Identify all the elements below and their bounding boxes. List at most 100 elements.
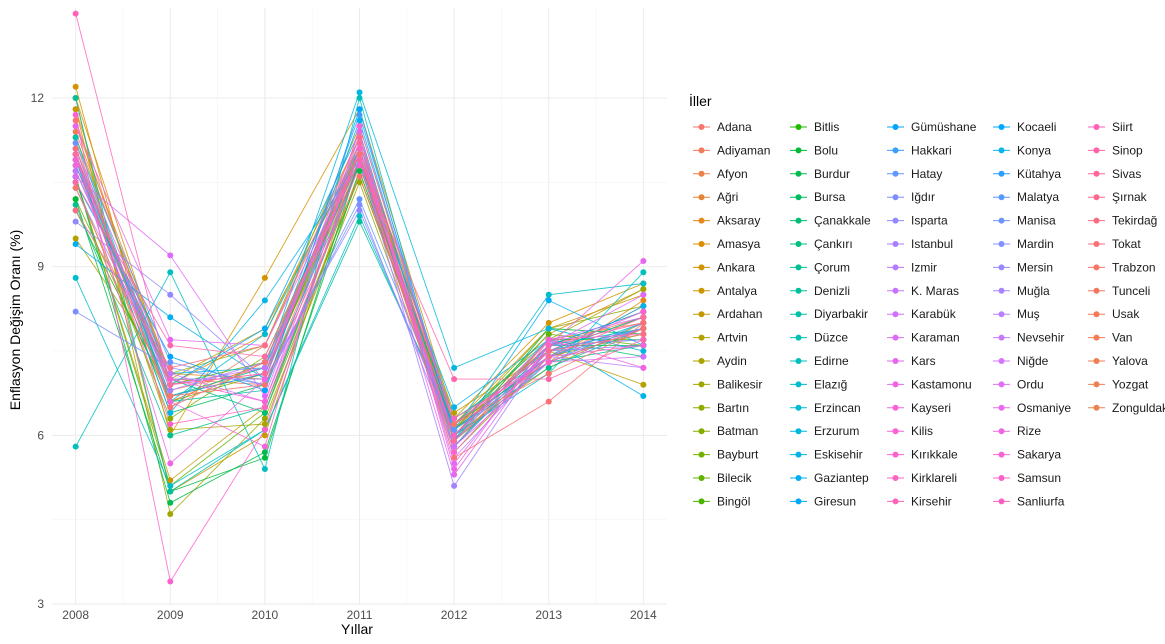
legend-item: Bolu xyxy=(790,143,838,157)
legend-key-point xyxy=(1093,334,1100,341)
legend-key-point xyxy=(795,264,802,271)
data-point xyxy=(640,325,647,332)
legend-key-point xyxy=(998,194,1005,201)
legend-key-point xyxy=(892,170,899,177)
data-point xyxy=(356,139,363,146)
legend-item: Sakarya xyxy=(993,448,1061,462)
data-point xyxy=(261,409,268,416)
data-point xyxy=(356,162,363,169)
data-point xyxy=(356,89,363,96)
data-point xyxy=(72,168,79,175)
data-point xyxy=(167,404,174,411)
data-point xyxy=(451,437,458,444)
legend-item: Diyarbakir xyxy=(790,307,868,321)
data-point xyxy=(261,359,268,366)
legend-key-point xyxy=(998,147,1005,154)
legend-label: Karaman xyxy=(911,331,960,345)
data-point xyxy=(72,134,79,141)
legend-label: Sanliurfa xyxy=(1017,494,1065,508)
data-point xyxy=(167,376,174,383)
legend-label: Batman xyxy=(717,424,758,438)
legend-key-point xyxy=(698,264,705,271)
legend-key-point xyxy=(1093,287,1100,294)
legend-label: Kütahya xyxy=(1017,167,1061,181)
legend-key-point xyxy=(1093,241,1100,247)
legend-label: Bursa xyxy=(814,190,846,204)
legend-key-point xyxy=(998,404,1005,411)
data-point xyxy=(72,83,79,90)
data-point xyxy=(545,347,552,354)
legend-label: Kastamonu xyxy=(911,377,972,391)
data-point xyxy=(640,258,647,265)
legend-label: Izmir xyxy=(911,260,937,274)
data-point xyxy=(640,347,647,354)
legend-key-point xyxy=(998,498,1005,505)
data-point xyxy=(167,364,174,371)
y-axis-title: Enflasyon Değişim Oranı (%) xyxy=(7,230,23,411)
data-point xyxy=(167,342,174,349)
legend-key-point xyxy=(795,428,802,435)
legend-key-point xyxy=(998,475,1005,481)
legend-key-point xyxy=(795,475,802,481)
legend-key-point xyxy=(1093,381,1100,388)
legend-label: Aydin xyxy=(717,354,747,368)
legend-label: Adiyaman xyxy=(717,143,770,157)
legend-label: Yozgat xyxy=(1112,377,1149,391)
data-point xyxy=(167,353,174,360)
legend-item: Artvin xyxy=(693,331,748,345)
legend-label: Usak xyxy=(1112,307,1140,321)
legend-key-point xyxy=(1093,194,1100,201)
data-point xyxy=(167,398,174,405)
data-point xyxy=(451,443,458,450)
legend-item: Van xyxy=(1088,331,1132,345)
legend-item: Kirsehir xyxy=(887,494,952,508)
legend-label: Sivas xyxy=(1112,167,1141,181)
data-point xyxy=(261,364,268,371)
legend-item: Balikesir xyxy=(693,377,762,391)
data-point xyxy=(356,168,363,175)
grid-lines xyxy=(52,8,667,605)
legend-key-point xyxy=(698,428,705,435)
legend-label: Sinop xyxy=(1112,143,1143,157)
legend-item: Tekirdağ xyxy=(1088,214,1157,228)
data-point xyxy=(640,353,647,360)
legend-key-point xyxy=(698,147,705,154)
legend-label: Karabük xyxy=(911,307,957,321)
legend-label: Çorum xyxy=(814,260,850,274)
legend-key-point xyxy=(1093,358,1100,364)
legend-item: Amasya xyxy=(693,237,761,251)
data-point xyxy=(167,314,174,321)
data-point xyxy=(545,325,552,332)
data-point xyxy=(72,117,79,124)
legend-label: Hatay xyxy=(911,167,942,181)
data-point xyxy=(451,404,458,411)
legend-label: Çanakkale xyxy=(814,214,871,228)
x-tick-label: 2008 xyxy=(62,608,89,622)
legend-key-point xyxy=(892,358,899,364)
data-point xyxy=(356,156,363,163)
data-point xyxy=(72,111,79,118)
legend-label: Afyon xyxy=(717,167,748,181)
legend-label: Erzurum xyxy=(814,424,859,438)
legend-item: Mardin xyxy=(993,237,1054,251)
x-tick-label: 2013 xyxy=(535,608,562,622)
data-point xyxy=(261,454,268,461)
data-point xyxy=(356,179,363,186)
legend-item: Bilecik xyxy=(693,471,753,485)
data-point xyxy=(356,151,363,158)
legend-key-point xyxy=(892,194,899,201)
y-tick-label: 12 xyxy=(31,91,45,105)
data-point xyxy=(167,432,174,439)
data-point xyxy=(167,415,174,422)
data-point xyxy=(545,291,552,298)
legend-item: Adana xyxy=(693,120,752,134)
data-point xyxy=(261,421,268,428)
legend-item: Kirklareli xyxy=(887,471,957,485)
data-point xyxy=(167,381,174,388)
legend-key-point xyxy=(892,428,899,435)
legend-key-point xyxy=(698,287,705,294)
legend-label: Kilis xyxy=(911,424,933,438)
legend-label: Diyarbakir xyxy=(814,307,868,321)
data-point xyxy=(261,392,268,399)
legend-label: Muş xyxy=(1017,307,1040,321)
